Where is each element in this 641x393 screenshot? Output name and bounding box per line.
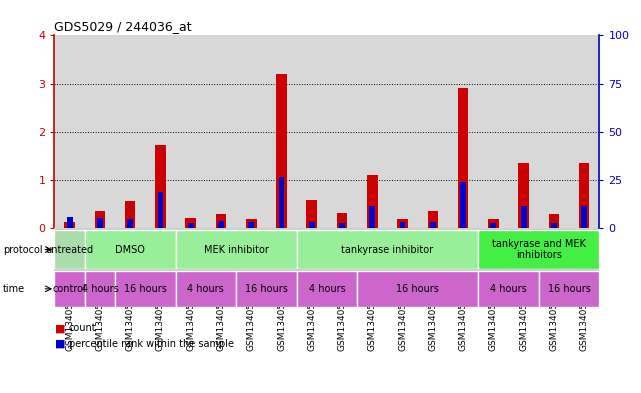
Bar bbox=[488, 219, 499, 228]
Bar bbox=[67, 217, 72, 228]
Text: GDS5029 / 244036_at: GDS5029 / 244036_at bbox=[54, 20, 192, 33]
Bar bbox=[64, 222, 75, 228]
Bar bbox=[54, 230, 85, 269]
Bar bbox=[115, 271, 176, 307]
Bar bbox=[387, 35, 418, 228]
Bar bbox=[188, 223, 194, 228]
Bar bbox=[155, 145, 166, 228]
Bar bbox=[551, 223, 557, 228]
Bar bbox=[478, 230, 599, 269]
Text: MEK inhibitor: MEK inhibitor bbox=[204, 244, 269, 255]
Bar bbox=[128, 219, 133, 228]
Text: ■: ■ bbox=[54, 339, 65, 349]
Text: 4 hours: 4 hours bbox=[308, 284, 345, 294]
Text: 4 hours: 4 hours bbox=[187, 284, 224, 294]
Bar bbox=[176, 271, 236, 307]
Bar bbox=[297, 271, 357, 307]
Text: percentile rank within the sample: percentile rank within the sample bbox=[69, 339, 233, 349]
Bar bbox=[97, 218, 103, 228]
Text: 16 hours: 16 hours bbox=[547, 284, 590, 294]
Bar bbox=[508, 35, 539, 228]
Text: count: count bbox=[69, 323, 96, 333]
Bar bbox=[400, 222, 406, 228]
Bar bbox=[85, 230, 176, 269]
Bar bbox=[246, 219, 256, 228]
Bar bbox=[85, 35, 115, 228]
Bar bbox=[54, 35, 85, 228]
Bar bbox=[176, 230, 297, 269]
Bar bbox=[397, 219, 408, 228]
Bar bbox=[95, 211, 105, 228]
Bar bbox=[54, 271, 85, 307]
Bar bbox=[158, 192, 163, 228]
Bar bbox=[276, 74, 287, 228]
Bar bbox=[581, 206, 587, 228]
Text: ■: ■ bbox=[54, 323, 65, 333]
Bar bbox=[248, 222, 254, 228]
Bar bbox=[357, 271, 478, 307]
Bar bbox=[478, 271, 539, 307]
Bar bbox=[520, 206, 526, 228]
Bar bbox=[297, 230, 478, 269]
Bar bbox=[306, 200, 317, 228]
Text: 16 hours: 16 hours bbox=[124, 284, 167, 294]
Bar bbox=[357, 35, 387, 228]
Bar bbox=[85, 271, 115, 307]
Bar bbox=[125, 202, 135, 228]
Bar bbox=[549, 215, 559, 228]
Bar bbox=[369, 206, 375, 228]
Bar bbox=[146, 35, 176, 228]
Bar bbox=[539, 271, 599, 307]
Bar bbox=[115, 35, 146, 228]
Bar bbox=[579, 163, 590, 228]
Bar bbox=[448, 35, 478, 228]
Bar bbox=[236, 271, 297, 307]
Bar bbox=[428, 211, 438, 228]
Text: 16 hours: 16 hours bbox=[245, 284, 288, 294]
Bar bbox=[279, 177, 285, 228]
Bar bbox=[478, 35, 508, 228]
Bar bbox=[176, 35, 206, 228]
Text: untreated: untreated bbox=[46, 244, 94, 255]
Bar bbox=[236, 35, 267, 228]
Text: 4 hours: 4 hours bbox=[81, 284, 118, 294]
Bar bbox=[327, 35, 357, 228]
Bar bbox=[206, 35, 236, 228]
Text: tankyrase inhibitor: tankyrase inhibitor bbox=[342, 244, 433, 255]
Bar bbox=[569, 35, 599, 228]
Bar bbox=[297, 35, 327, 228]
Text: control: control bbox=[53, 284, 87, 294]
Bar bbox=[430, 222, 436, 228]
Text: tankyrase and MEK
inhibitors: tankyrase and MEK inhibitors bbox=[492, 239, 586, 260]
Bar bbox=[539, 35, 569, 228]
Bar bbox=[458, 88, 469, 228]
Bar bbox=[337, 213, 347, 228]
Bar bbox=[218, 221, 224, 228]
Text: time: time bbox=[3, 284, 26, 294]
Bar bbox=[519, 163, 529, 228]
Bar bbox=[215, 215, 226, 228]
Bar bbox=[418, 35, 448, 228]
Bar bbox=[367, 175, 378, 228]
Bar bbox=[185, 218, 196, 228]
Bar bbox=[339, 223, 345, 228]
Bar bbox=[309, 222, 315, 228]
Text: 4 hours: 4 hours bbox=[490, 284, 527, 294]
Bar bbox=[460, 182, 466, 228]
Text: 16 hours: 16 hours bbox=[396, 284, 439, 294]
Text: protocol: protocol bbox=[3, 244, 43, 255]
Bar bbox=[267, 35, 297, 228]
Bar bbox=[490, 223, 496, 228]
Text: DMSO: DMSO bbox=[115, 244, 145, 255]
